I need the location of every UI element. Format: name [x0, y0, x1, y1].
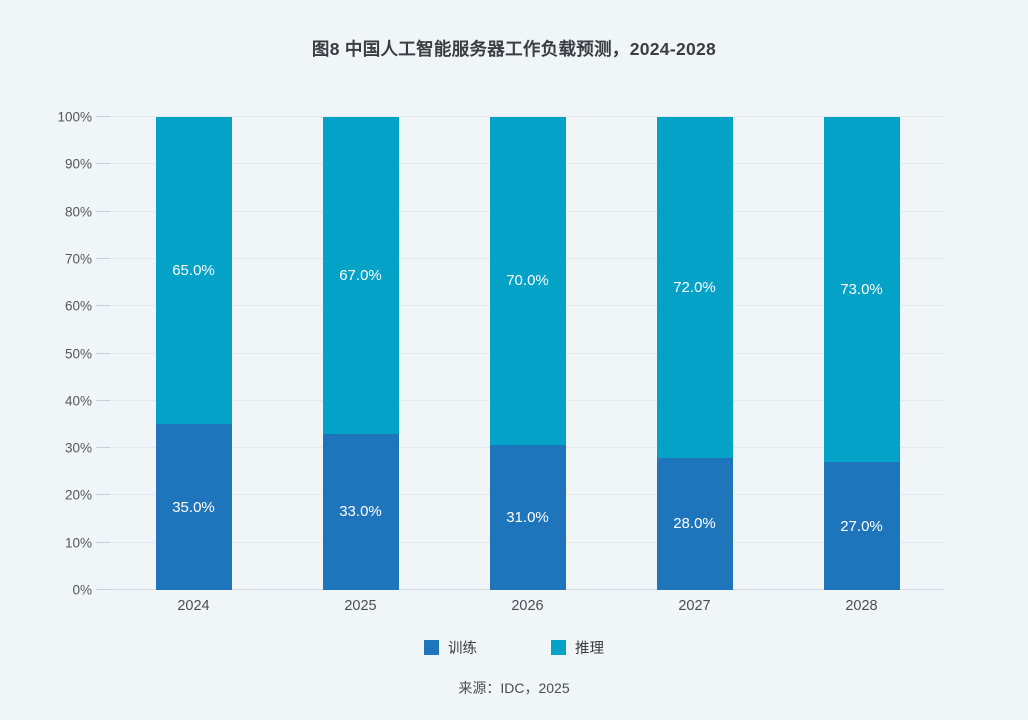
y-axis-tick-label: 80% [64, 204, 92, 220]
bar-value-label: 67.0% [339, 266, 382, 284]
bar-value-label: 72.0% [673, 278, 716, 296]
bar-value-label: 70.0% [506, 272, 549, 290]
y-axis-tick-label: 0% [72, 582, 92, 598]
y-axis-tick-label: 70% [64, 251, 92, 267]
bar-segment-inference: 70.0% [489, 117, 566, 445]
x-axis: 2024 2025 2026 2027 2028 [110, 598, 945, 614]
bar-segment-train: 28.0% [656, 457, 733, 590]
bar-segment-inference: 73.0% [823, 117, 900, 463]
bar-segment-train: 33.0% [322, 433, 399, 590]
bar-value-label: 27.0% [840, 517, 883, 535]
stacked-bar-2028: 27.0% 73.0% [823, 117, 900, 590]
stacked-bar-2024: 35.0% 65.0% [155, 117, 232, 590]
bar-value-label: 35.0% [172, 498, 215, 516]
bar-segment-train: 31.0% [489, 444, 566, 590]
legend-swatch-inference [551, 640, 566, 655]
legend-item-inference: 推理 [551, 637, 604, 658]
x-axis-label: 2025 [344, 598, 377, 614]
bar-segment-train: 35.0% [155, 424, 232, 590]
y-axis-tick-label: 20% [64, 487, 92, 503]
y-axis-tick-label: 40% [64, 393, 92, 409]
legend-swatch-train [424, 640, 439, 655]
bar-segment-inference: 67.0% [322, 117, 399, 434]
bar-segment-train: 27.0% [823, 462, 900, 590]
stacked-bar-2025: 33.0% 67.0% [322, 117, 399, 590]
bar-segment-inference: 72.0% [656, 117, 733, 458]
legend-item-train: 训练 [424, 637, 477, 658]
y-axis-tick-label: 50% [64, 346, 92, 361]
y-axis-tick-label: 30% [64, 440, 92, 456]
stacked-bar-2027: 28.0% 72.0% [656, 117, 733, 590]
gridline [96, 116, 945, 117]
stacked-bar-2026: 31.0% 70.0% [489, 117, 566, 590]
bar-column: 35.0% 65.0% [110, 117, 277, 590]
bar-value-label: 31.0% [506, 508, 549, 526]
chart-title: 图8 中国人工智能服务器工作负载预测，2024-2028 [311, 39, 717, 59]
y-axis-tick-label: 60% [64, 298, 92, 314]
bar-column: 27.0% 73.0% [778, 117, 945, 590]
bar-value-label: 33.0% [339, 503, 382, 521]
legend: 训练 推理 [0, 637, 1028, 658]
bar-value-label: 73.0% [840, 281, 883, 299]
bar-column: 28.0% 72.0% [611, 117, 778, 590]
y-axis-tick-label: 10% [64, 535, 92, 551]
x-axis-label: 2024 [177, 598, 210, 614]
y-axis-tick-label: 90% [64, 156, 92, 172]
legend-label: 推理 [575, 641, 604, 657]
source-text: 来源：IDC，2025 [458, 680, 570, 696]
x-axis-label: 2028 [845, 598, 878, 614]
plot-area: 35.0% 65.0% 33.0% 67.0% 31.0% 70.0% 28.0% 72.0%… [96, 116, 945, 590]
legend-label: 训练 [448, 641, 477, 657]
bar-value-label: 65.0% [172, 262, 215, 280]
bar-value-label: 28.0% [673, 515, 716, 533]
x-axis-label: 2026 [511, 598, 544, 614]
x-axis-label: 2027 [678, 598, 711, 614]
y-axis: 0% 10% 20% 30% 40% 50% 60% 70% 80% 90% 100% [0, 110, 92, 598]
bar-column: 31.0% 70.0% [444, 117, 611, 590]
bar-column: 33.0% 67.0% [277, 117, 444, 590]
bar-segment-inference: 65.0% [155, 117, 232, 425]
y-axis-tick-label: 100% [57, 109, 92, 125]
bars: 35.0% 65.0% 33.0% 67.0% 31.0% 70.0% 28.0% 72.0%… [110, 117, 945, 590]
